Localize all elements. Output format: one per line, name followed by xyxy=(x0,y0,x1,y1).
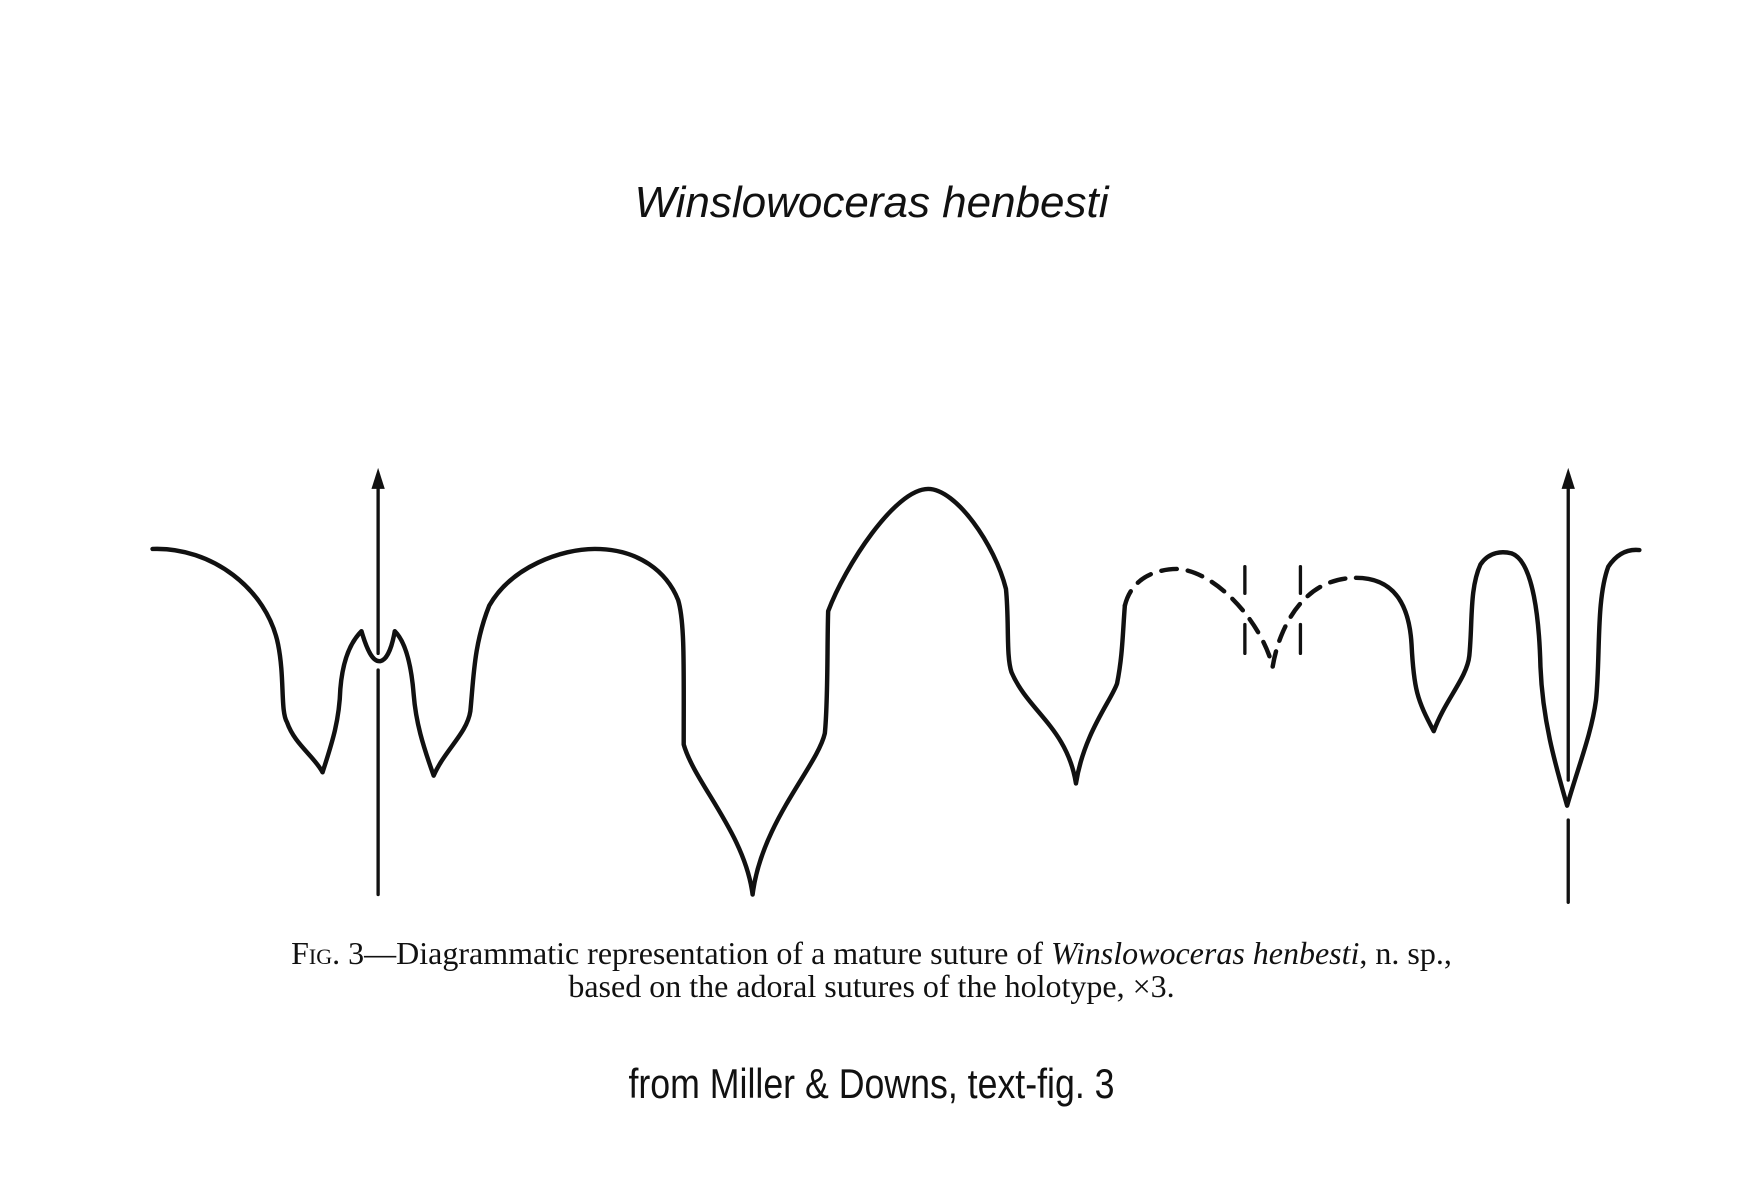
ventral-arrowhead-icon xyxy=(371,467,385,489)
suture-line-dashed xyxy=(1122,566,1359,669)
figure-label: Fig. 3 xyxy=(291,935,365,971)
source-citation: from Miller & Downs, text-fig. 3 xyxy=(628,1060,1115,1107)
caption-species: Winslowoceras henbesti xyxy=(1050,935,1360,971)
suture-line-right xyxy=(1353,547,1642,808)
suture-line-left xyxy=(150,486,1128,897)
caption-text: —Diagrammatic representation of a mature… xyxy=(364,935,1051,971)
caption-text-end: , n. sp., xyxy=(1359,935,1452,971)
figure-caption-line-2: based on the adoral sutures of the holot… xyxy=(568,968,1175,1004)
figure-title: Winslowoceras henbesti xyxy=(634,178,1109,227)
figure-caption-line-1: Fig. 3—Diagrammatic representation of a … xyxy=(0,935,1743,972)
dorsal-arrowhead-icon xyxy=(1561,467,1575,489)
